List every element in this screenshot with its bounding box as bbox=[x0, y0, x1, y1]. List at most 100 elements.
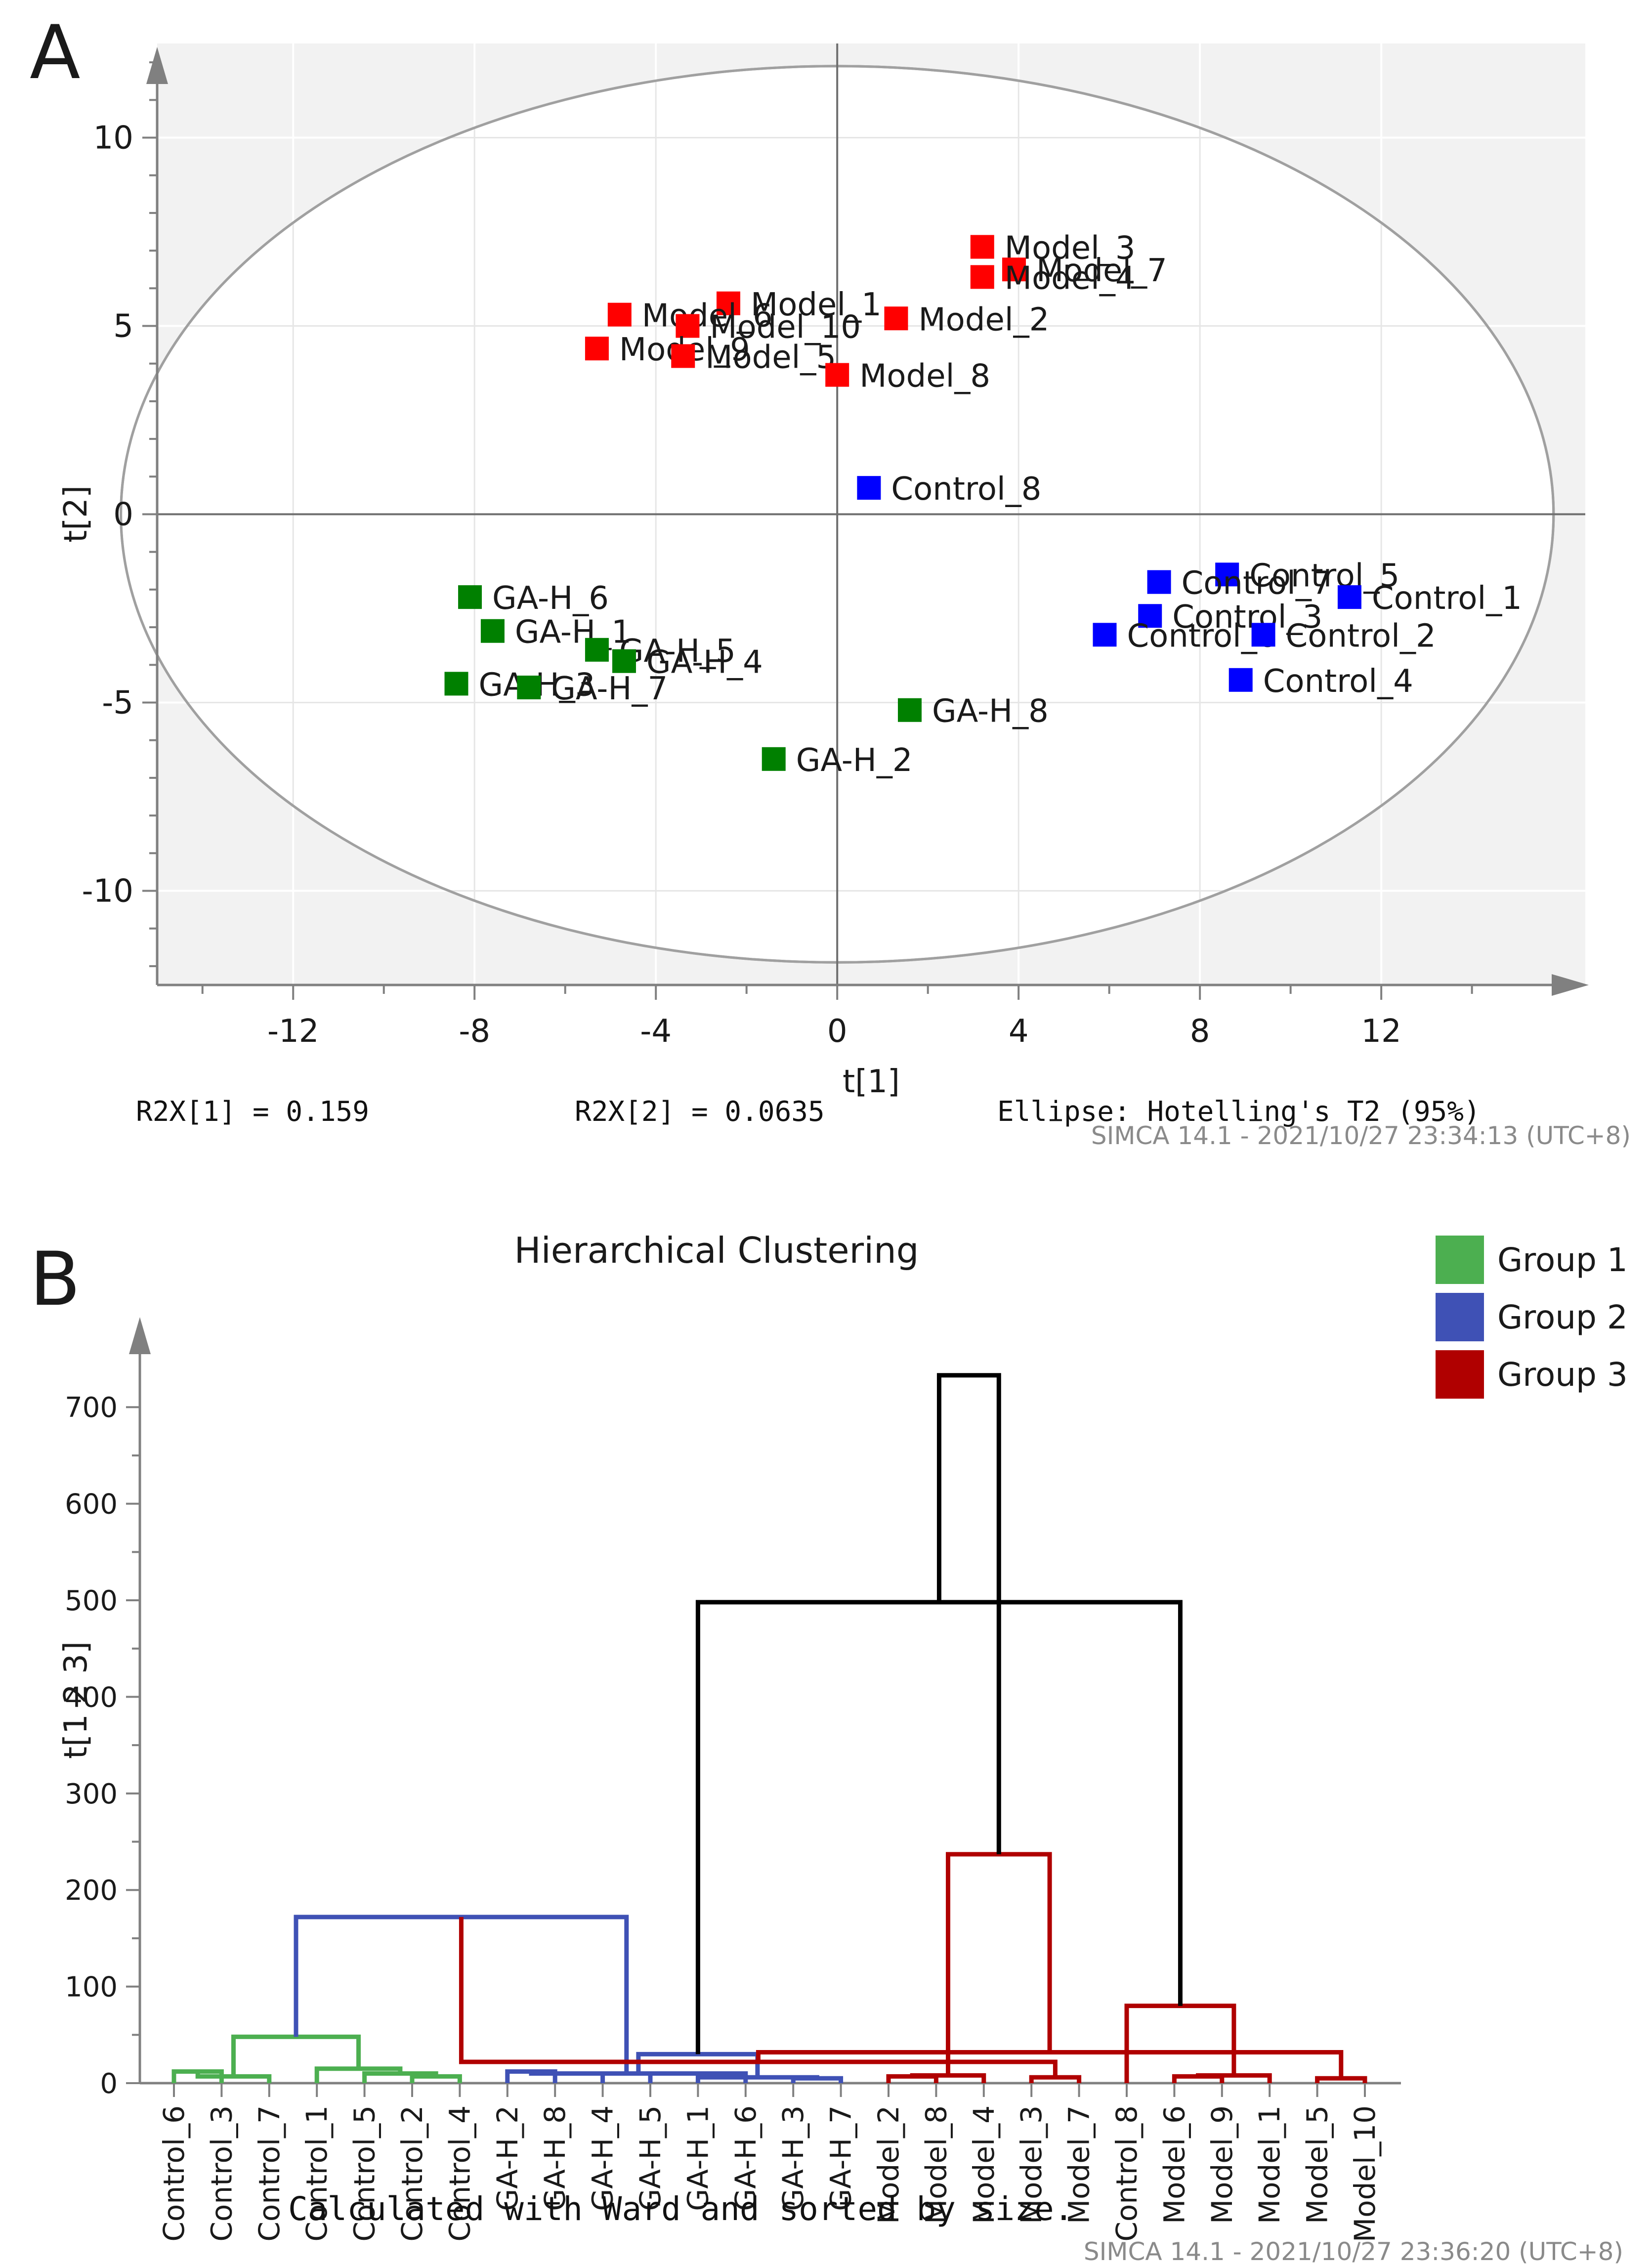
dendro-link-23 bbox=[695, 1600, 1183, 2054]
point-GA-H_1 bbox=[480, 619, 505, 643]
point-Model_3 bbox=[970, 235, 994, 259]
panel-a-label: A bbox=[30, 10, 81, 96]
leaf-label-Model_8: Model_8 bbox=[919, 2105, 953, 2224]
ellipse-note: Ellipse: Hotelling's T2 (95%) bbox=[997, 1096, 1481, 1128]
point-Model_4 bbox=[970, 265, 994, 289]
panel-b-dendrogram: B Hierarchical Clustering Group 1 Group 2… bbox=[30, 1230, 1628, 2266]
dendro-y-tick-label: 300 bbox=[65, 1778, 118, 1810]
dendro-link-12 bbox=[294, 1915, 629, 2074]
x-tick-label: -12 bbox=[267, 1013, 319, 1050]
dendro-link-21 bbox=[1124, 2004, 1236, 2083]
leaf-label-Control_6: Control_6 bbox=[157, 2105, 191, 2242]
leaf-label-Control_7: Control_7 bbox=[253, 2105, 286, 2242]
dendro-link-10 bbox=[600, 2071, 653, 2083]
leaf-label-GA-H_4: GA-H_4 bbox=[586, 2105, 620, 2211]
point-label-GA-H_1: GA-H_1 bbox=[515, 614, 632, 651]
dendro-link-4 bbox=[314, 2066, 403, 2083]
point-GA-H_2 bbox=[762, 747, 786, 771]
point-GA-H_4 bbox=[612, 649, 636, 673]
point-Model_9 bbox=[585, 337, 609, 361]
point-label-Model_4: Model_4 bbox=[1005, 260, 1136, 297]
dendro-y-axis-arrow bbox=[129, 1317, 151, 1354]
x-tick-label: 4 bbox=[1009, 1013, 1029, 1050]
leaf-label-Model_7: Model_7 bbox=[1062, 2105, 1096, 2224]
leaf-label-GA-H_1: GA-H_1 bbox=[681, 2105, 715, 2211]
point-Control_8 bbox=[857, 476, 881, 500]
plot-a-points: Model_3Model_7Model_4Model_1Model_6Model… bbox=[444, 230, 1522, 779]
leaf-label-Model_1: Model_1 bbox=[1253, 2105, 1286, 2224]
dendrogram-legend: Group 1 Group 2 Group 3 bbox=[1436, 1236, 1628, 1399]
point-label-Model_2: Model_2 bbox=[918, 301, 1049, 338]
legend-swatch-2 bbox=[1436, 1293, 1484, 1341]
point-GA-H_8 bbox=[897, 698, 922, 722]
point-label-Control_1: Control_1 bbox=[1372, 580, 1522, 617]
leaf-label-GA-H_6: GA-H_6 bbox=[729, 2105, 762, 2211]
point-Model_7 bbox=[1002, 257, 1026, 282]
leaf-label-Model_10: Model_10 bbox=[1348, 2105, 1382, 2242]
plot-a-axes bbox=[146, 47, 1589, 996]
dendro-link-22 bbox=[946, 1852, 1052, 2076]
point-Model_2 bbox=[884, 306, 908, 331]
y-tick-label: -10 bbox=[82, 873, 133, 910]
panel-b-label: B bbox=[30, 1237, 81, 1323]
leaf-label-Control_5: Control_5 bbox=[348, 2105, 381, 2242]
leaf-label-Model_5: Model_5 bbox=[1301, 2105, 1334, 2224]
footer-b: SIMCA 14.1 - 2021/10/27 23:36:20 (UTC+8) bbox=[1084, 2237, 1623, 2266]
leaf-label-GA-H_3: GA-H_3 bbox=[776, 2105, 810, 2211]
dendro-y-tick-label: 400 bbox=[65, 1681, 118, 1713]
point-label-GA-H_8: GA-H_8 bbox=[932, 693, 1049, 730]
dendro-y-tick-label: 100 bbox=[65, 1971, 118, 2004]
point-label-GA-H_5: GA-H_5 bbox=[619, 633, 736, 670]
legend-swatch-1 bbox=[1436, 1236, 1484, 1284]
x-tick-label: -8 bbox=[459, 1013, 490, 1050]
point-Control_4 bbox=[1228, 668, 1253, 692]
dendrogram-y-axis-label: t[1 2 3] bbox=[58, 1641, 94, 1759]
point-label-Control_8: Control_8 bbox=[891, 471, 1041, 508]
dendro-link-9 bbox=[695, 2075, 819, 2083]
dendrogram-title: Hierarchical Clustering bbox=[514, 1230, 919, 1271]
r2x1-stat: R2X[1] = 0.159 bbox=[136, 1096, 369, 1128]
dendro-link-15 bbox=[910, 2073, 986, 2083]
leaf-label-Model_4: Model_4 bbox=[967, 2105, 1001, 2224]
plot-b-axes bbox=[129, 1317, 1401, 2085]
dendro-y-tick-label: 200 bbox=[65, 1875, 118, 1907]
y-axis-label: t[2] bbox=[58, 485, 94, 543]
point-Control_2 bbox=[1251, 623, 1275, 647]
point-label-Control_4: Control_4 bbox=[1263, 663, 1413, 700]
leaf-label-Model_3: Model_3 bbox=[1015, 2105, 1048, 2224]
point-label-Control_3: Control_3 bbox=[1172, 599, 1322, 636]
leaf-label-Control_4: Control_4 bbox=[443, 2105, 476, 2242]
x-axis-arrow bbox=[1552, 974, 1589, 996]
legend-swatch-3 bbox=[1436, 1350, 1484, 1399]
point-label-Model_5: Model_5 bbox=[705, 339, 836, 376]
point-GA-H_7 bbox=[517, 676, 541, 700]
point-label-Model_6: Model_6 bbox=[642, 298, 773, 335]
dendro-y-tick-label: 0 bbox=[100, 2068, 118, 2100]
plot-b-leaf-ticks bbox=[173, 2083, 1366, 2097]
point-Control_1 bbox=[1337, 585, 1361, 609]
point-GA-H_6 bbox=[458, 585, 482, 609]
point-label-Model_1: Model_1 bbox=[751, 287, 882, 323]
leaf-label-GA-H_5: GA-H_5 bbox=[634, 2105, 667, 2211]
plot-a-x-ticks: -12 -8 -4 0 4 8 12 bbox=[201, 985, 1473, 1050]
point-label-Model_8: Model_8 bbox=[859, 358, 990, 395]
legend-label-1: Group 1 bbox=[1497, 1241, 1628, 1279]
dendrogram-links bbox=[171, 1373, 1367, 2083]
r2x2-stat: R2X[2] = 0.0635 bbox=[575, 1096, 825, 1128]
x-tick-label: 0 bbox=[827, 1013, 847, 1050]
point-Control_7 bbox=[1147, 570, 1171, 594]
legend-label-3: Group 3 bbox=[1497, 1356, 1628, 1394]
point-label-Control_2: Control_2 bbox=[1286, 618, 1436, 654]
dendro-y-tick-label: 700 bbox=[65, 1392, 118, 1424]
point-Model_1 bbox=[717, 291, 740, 315]
leaf-label-GA-H_8: GA-H_8 bbox=[538, 2105, 572, 2211]
point-label-Control_5: Control_5 bbox=[1249, 557, 1399, 594]
y-tick-label: 10 bbox=[93, 120, 133, 157]
point-Control_5 bbox=[1215, 562, 1239, 587]
point-Model_6 bbox=[607, 302, 632, 327]
plot-a-y-ticks: 10 5 0 -5 -10 bbox=[82, 61, 157, 967]
legend-label-2: Group 2 bbox=[1497, 1298, 1628, 1336]
leaf-label-Control_1: Control_1 bbox=[300, 2105, 334, 2242]
